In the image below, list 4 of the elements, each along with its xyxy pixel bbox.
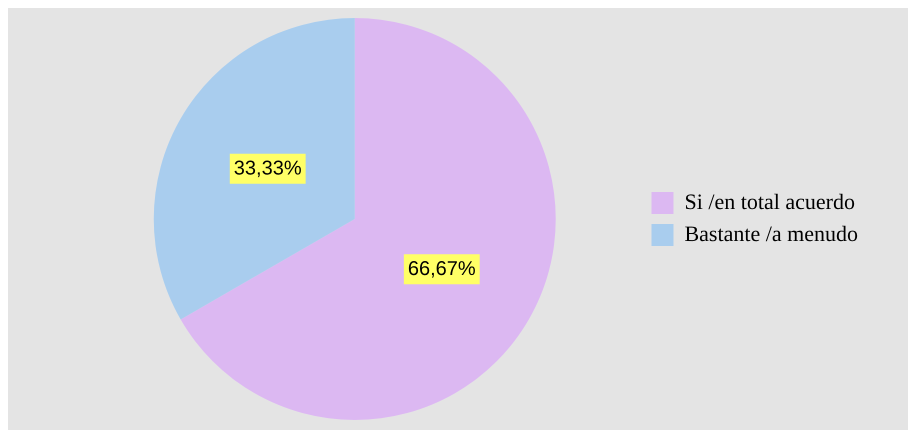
legend-label: Bastante /a menudo (684, 220, 858, 246)
legend-label: Si /en total acuerdo (684, 188, 855, 214)
data-label: 66,67% (408, 258, 476, 280)
data-label: 33,33% (234, 157, 302, 180)
